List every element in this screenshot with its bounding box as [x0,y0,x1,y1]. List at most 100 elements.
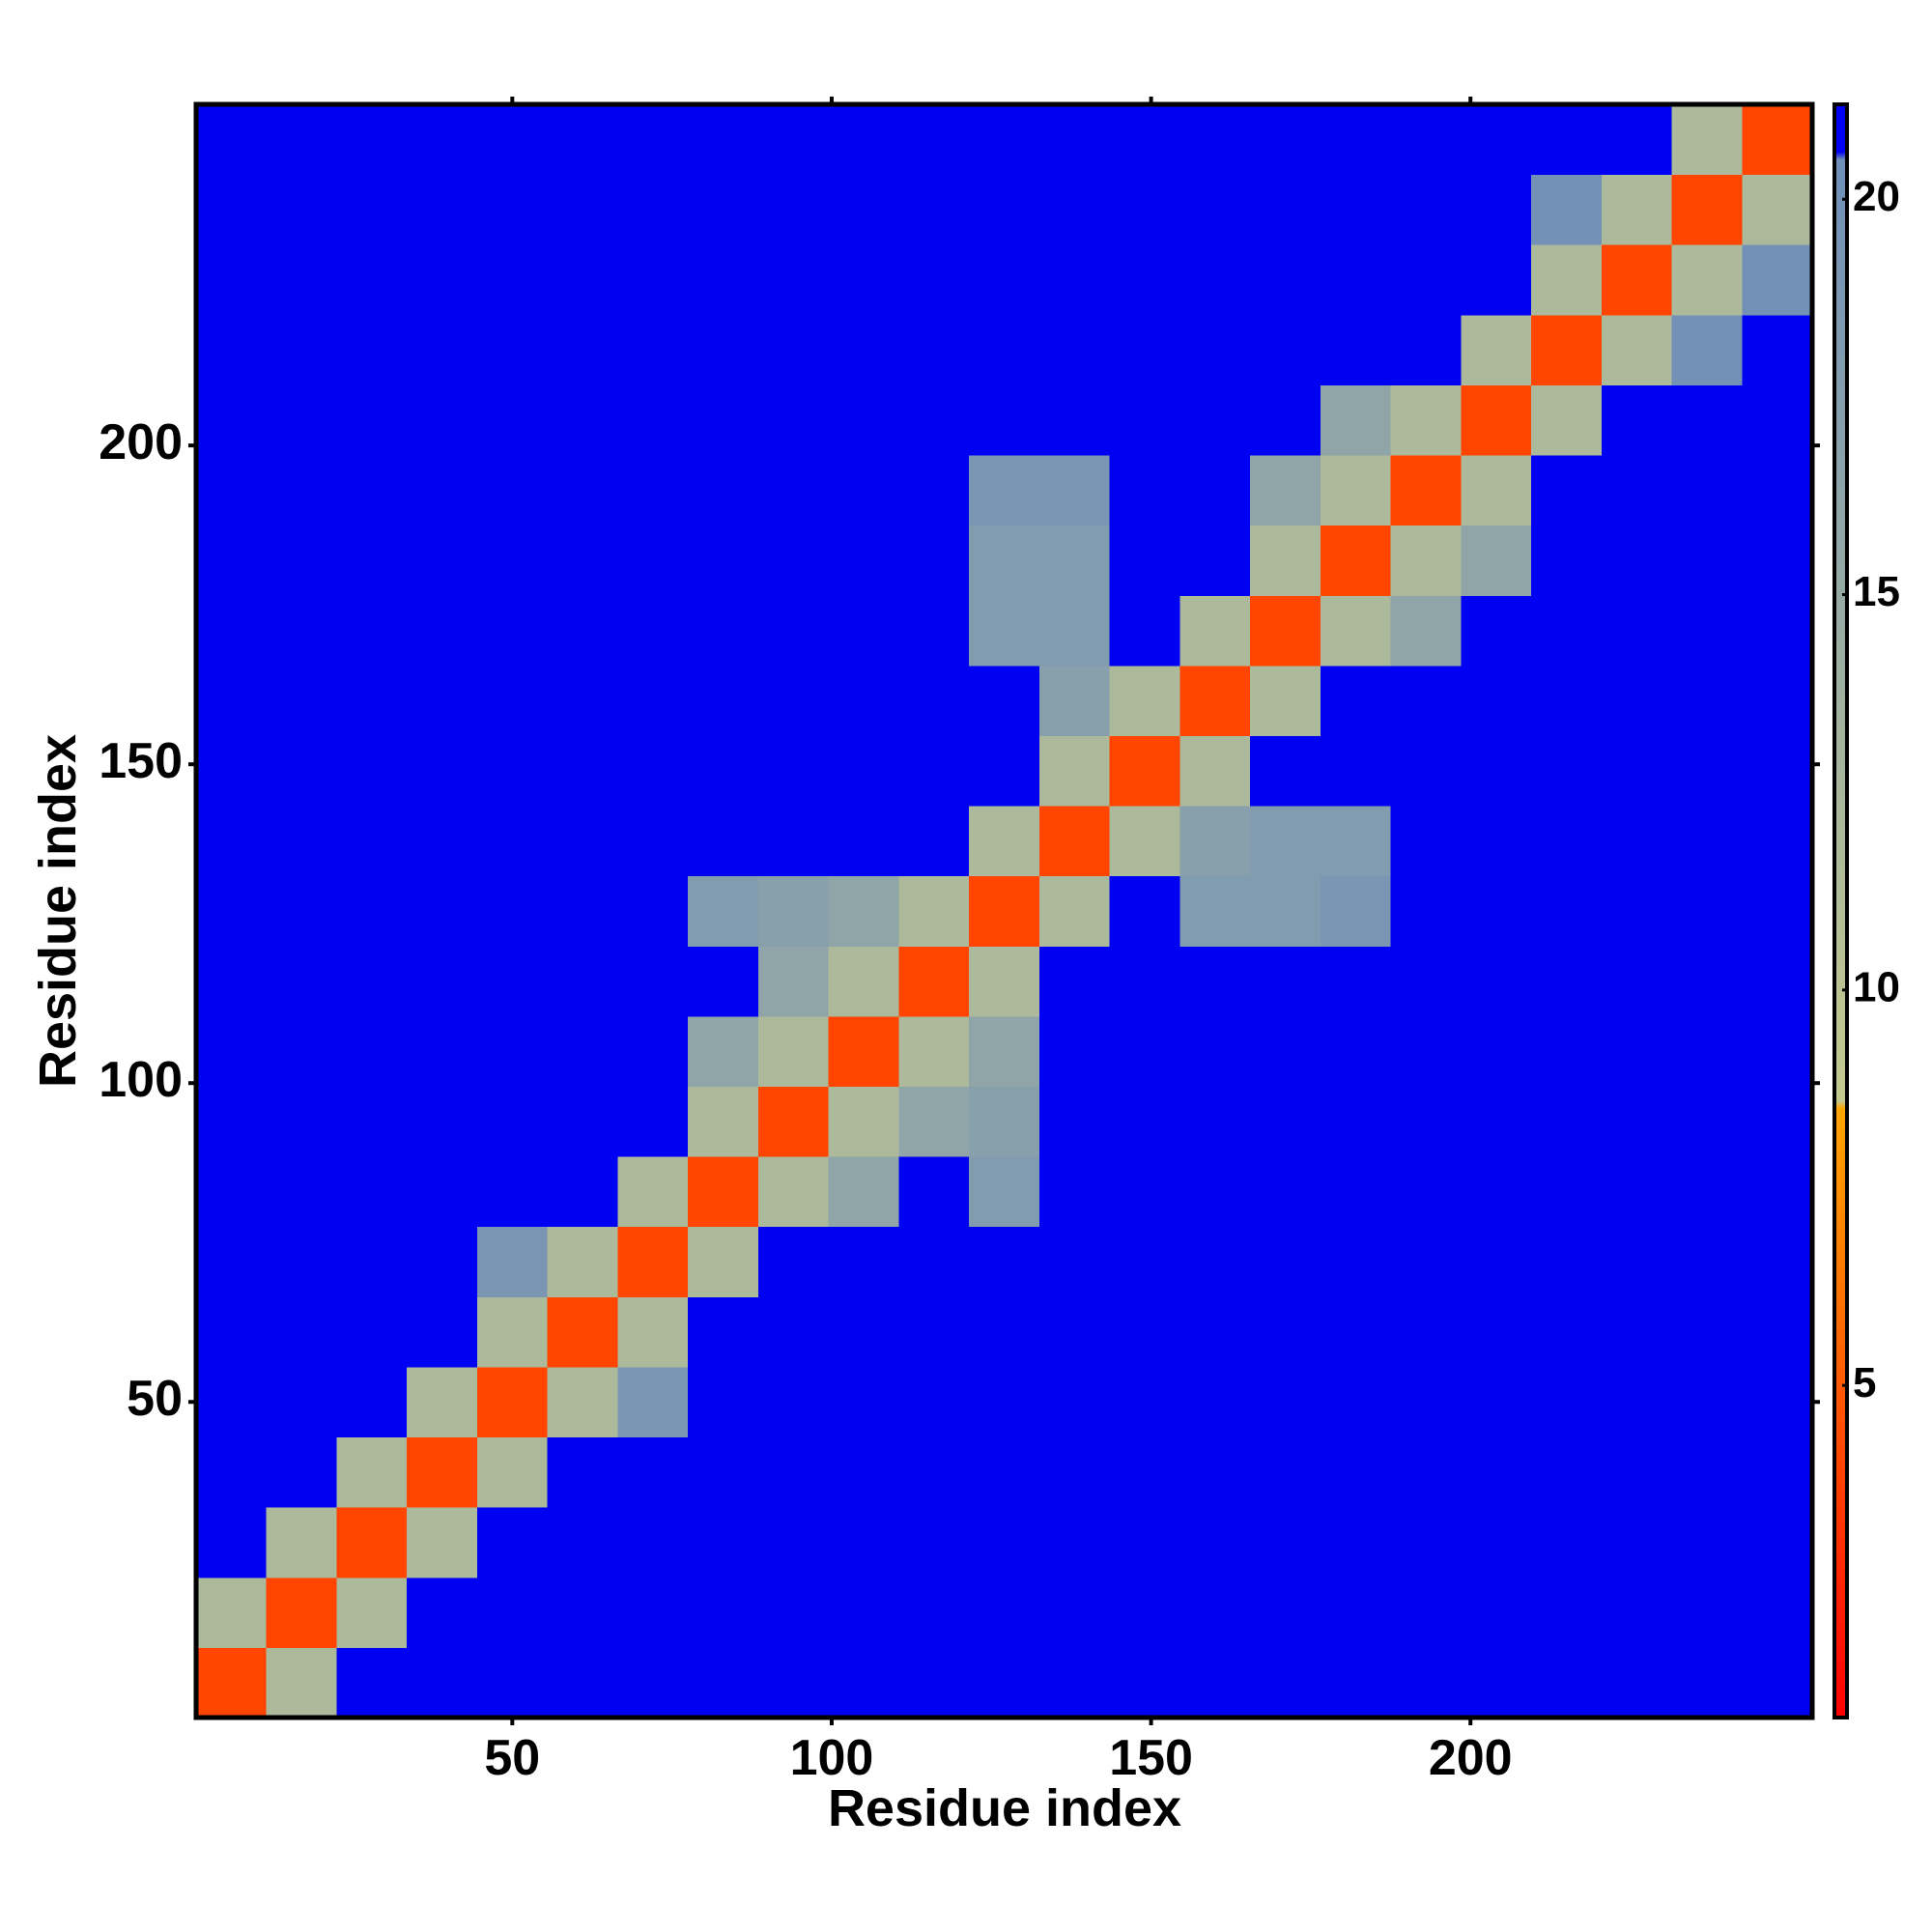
heatmap-cell [828,1647,899,1719]
heatmap-cell [266,455,337,526]
heatmap-cell [1461,384,1532,456]
heatmap-cell [476,1156,549,1228]
heatmap-cell [547,1507,618,1578]
heatmap-cell [1671,1086,1743,1157]
heatmap-cell [336,595,408,667]
heatmap-cell [898,1577,970,1648]
heatmap-cell [407,174,478,245]
heatmap-cell [1179,525,1251,596]
heatmap-cell [1531,735,1603,807]
heatmap-cell [1671,1647,1743,1719]
heatmap-cell [407,665,478,736]
heatmap-cell [1742,174,1813,245]
heatmap-cell [1531,104,1603,176]
heatmap-cell [1038,455,1111,526]
heatmap-cell [1461,1647,1532,1719]
heatmap-cell [1461,1577,1532,1648]
heatmap-cell [266,1436,337,1508]
heatmap-cell [1320,806,1392,877]
heatmap-cell [1109,595,1180,667]
heatmap-cell [1531,314,1603,385]
heatmap-cell [969,104,1040,176]
heatmap-cell [196,455,268,526]
heatmap-cell [1390,1156,1462,1228]
heatmap-cell [196,525,268,596]
heatmap-cell [196,1366,268,1438]
heatmap-cell [1742,1296,1813,1368]
heatmap-cell [1250,1156,1321,1228]
y-tick-label: 150 [99,733,183,789]
heatmap-cell [828,314,899,385]
heatmap-cell [336,384,408,456]
heatmap-cell [1109,525,1180,596]
heatmap-cell [547,1226,618,1297]
heatmap-cell [969,174,1040,245]
heatmap-cell [1179,735,1251,807]
heatmap-cell [1671,1015,1743,1088]
heatmap-cell [547,1086,618,1157]
heatmap-cell [617,104,689,176]
heatmap-cell [1390,1226,1462,1297]
heatmap-cell [547,525,618,596]
heatmap-cell [1109,1296,1180,1368]
heatmap-cell [757,104,830,176]
heatmap-cell [1038,946,1111,1017]
heatmap-cell [898,1156,970,1228]
heatmap-cell [1320,1507,1392,1578]
heatmap-cell [1531,595,1603,667]
heatmap-cell [688,595,759,667]
heatmap-cell [476,104,549,176]
heatmap-cell [1109,806,1180,877]
heatmap-cell [336,806,408,877]
heatmap-cell [1742,1156,1813,1228]
heatmap-cell [196,1507,268,1578]
heatmap-cell [1461,735,1532,807]
heatmap-cell [196,1015,268,1088]
heatmap-cell [1179,1436,1251,1508]
heatmap-cell [757,1507,830,1578]
heatmap-cell [1179,1156,1251,1228]
heatmap-cell [476,1226,549,1297]
heatmap-cell [828,875,899,947]
heatmap-cell [1461,1015,1532,1088]
heatmap-cell [898,1647,970,1719]
heatmap-cell [969,1577,1040,1648]
heatmap-cell [1390,104,1462,176]
heatmap-cell [1179,665,1251,736]
heatmap-cell [1671,174,1743,245]
heatmap-cell [828,455,899,526]
heatmap-cell [757,875,830,947]
heatmap-cell [1390,1507,1462,1578]
heatmap-cell [617,1086,689,1157]
heatmap-cell [1038,1156,1111,1228]
heatmap-cell [266,174,337,245]
heatmap-cell [266,735,337,807]
heatmap-cell [688,1366,759,1438]
heatmap-cell [336,104,408,176]
heatmap-cell [196,1156,268,1228]
heatmap-cell [1320,174,1392,245]
heatmap-cell [828,244,899,316]
heatmap-cell [757,1296,830,1368]
heatmap-cell [1109,1015,1180,1088]
heatmap-cell [828,1226,899,1297]
heatmap-cell [407,735,478,807]
heatmap-cell [1671,314,1743,385]
heatmap-cell [757,384,830,456]
heatmap-cell [757,244,830,316]
heatmap-cell [1320,665,1392,736]
heatmap-cell [688,174,759,245]
heatmap-cell [1109,1226,1180,1297]
heatmap-cell [1742,1366,1813,1438]
heatmap-cell [1320,455,1392,526]
colorbar [1833,102,1849,1719]
heatmap-cell [1671,1156,1743,1228]
heatmap-cell [1179,1086,1251,1157]
heatmap-cell [1390,525,1462,596]
heatmap-cell [828,1366,899,1438]
heatmap-cell [1531,1156,1603,1228]
heatmap-cell [266,946,337,1017]
heatmap-cell [969,946,1040,1017]
heatmap-cell [196,174,268,245]
heatmap-cell [1250,1296,1321,1368]
